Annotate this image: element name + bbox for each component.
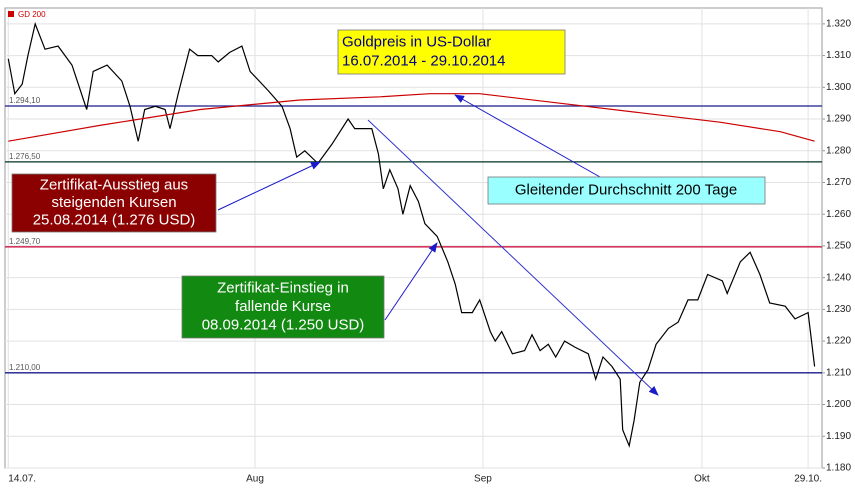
annotation-text: Gleitender Durchschnitt 200 Tage xyxy=(515,181,737,198)
reference-label: 1.210,00 xyxy=(9,363,41,372)
y-tick-label: 1.210 xyxy=(826,367,851,378)
x-tick-label: Okt xyxy=(694,474,710,485)
y-tick-label: 1.300 xyxy=(826,82,851,93)
annotation-text: 16.07.2014 - 29.10.2014 xyxy=(342,52,505,69)
y-tick-label: 1.200 xyxy=(826,399,851,410)
y-tick-label: 1.220 xyxy=(826,336,851,347)
entry-arrow xyxy=(384,242,438,321)
x-tick-label: Sep xyxy=(474,474,492,485)
ma-arrow xyxy=(454,94,601,178)
x-tick-label: Aug xyxy=(246,474,264,485)
y-tick-label: 1.280 xyxy=(826,145,851,156)
x-tick-label: 14.07. xyxy=(8,474,36,485)
annotation-box xyxy=(11,173,217,233)
y-tick-label: 1.270 xyxy=(826,177,851,188)
annotation-box xyxy=(487,176,766,205)
y-tick-label: 1.230 xyxy=(826,304,851,315)
legend-label: GD 200 xyxy=(18,10,46,19)
y-tick-label: 1.260 xyxy=(826,209,851,220)
y-tick-label: 1.180 xyxy=(826,463,851,474)
y-tick-label: 1.290 xyxy=(826,114,851,125)
annotation-text: Zertifikat-Ausstieg aus xyxy=(40,177,188,194)
y-tick-label: 1.320 xyxy=(826,19,851,30)
plot-area xyxy=(4,7,823,469)
exit-arrow xyxy=(217,161,321,211)
series-line xyxy=(7,21,816,448)
annotation-text: fallende Kurse xyxy=(235,298,331,315)
legend-swatch xyxy=(8,11,14,17)
annotation-box xyxy=(181,275,385,339)
reference-label: 1.276,50 xyxy=(9,152,41,161)
reference-label: 1.294,10 xyxy=(9,96,41,105)
annotation-box xyxy=(337,29,566,75)
annotation-text: Zertifikat-Einstieg in xyxy=(217,279,349,296)
annotation-text: 08.09.2014 (1.250 USD) xyxy=(202,317,365,334)
trend-arrow xyxy=(367,119,659,396)
y-tick-label: 1.240 xyxy=(826,272,851,283)
reference-label: 1.249,70 xyxy=(9,237,41,246)
y-tick-label: 1.190 xyxy=(826,431,851,442)
annotation-text: 25.08.2014 (1.276 USD) xyxy=(33,211,196,228)
y-tick-label: 1.310 xyxy=(826,50,851,61)
annotation-text: steigenden Kursen xyxy=(51,194,176,211)
annotation-text: Goldpreis in US-Dollar xyxy=(342,33,491,50)
series-line xyxy=(8,93,815,142)
y-tick-label: 1.250 xyxy=(826,241,851,252)
x-tick-label: 29.10. xyxy=(794,474,822,485)
